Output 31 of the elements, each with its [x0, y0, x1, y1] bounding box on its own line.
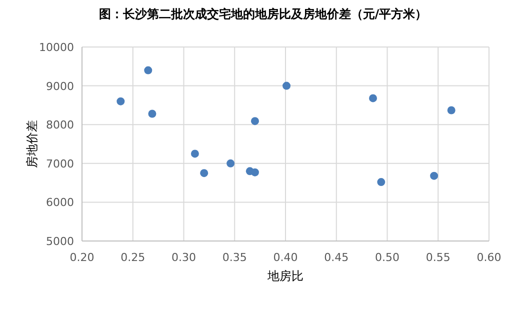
point	[369, 94, 378, 102]
x-tick-label: 0.50	[375, 251, 400, 264]
y-tick-label: 8000	[46, 118, 74, 132]
point	[148, 110, 156, 118]
y-tick-label: 10000	[39, 41, 74, 54]
y-tick-label: 7000	[46, 157, 74, 170]
point	[190, 150, 199, 158]
y-tick-label: 6000	[46, 196, 74, 210]
point	[250, 117, 259, 126]
point	[200, 169, 208, 178]
x-tick-label: 0.25	[120, 251, 146, 264]
x-tick-label: 0.40	[273, 251, 298, 264]
point	[377, 178, 386, 186]
y-tick-label: 5000	[46, 235, 74, 248]
point	[282, 82, 291, 90]
x-tick-label: 0.45	[324, 251, 349, 264]
x-tick-label: 0.20	[70, 251, 94, 264]
x-tick-label: 0.30	[172, 251, 196, 264]
point	[144, 66, 152, 74]
x-axis-title: 地房比	[266, 269, 304, 283]
point	[250, 168, 259, 176]
x-tick-label: 0.35	[222, 251, 247, 264]
x-tick-label: 0.55	[426, 251, 450, 264]
point	[116, 97, 125, 106]
point	[447, 106, 456, 114]
x-tick-label: 0.60	[476, 251, 502, 264]
point	[430, 172, 438, 180]
y-tick-label: 9000	[46, 80, 74, 93]
y-axis-title: 房地价差	[25, 120, 39, 168]
chart-title: 图：长沙第二批次成交宅地的地房比及房地价差（元/平方米）	[98, 7, 428, 21]
point	[226, 159, 235, 168]
